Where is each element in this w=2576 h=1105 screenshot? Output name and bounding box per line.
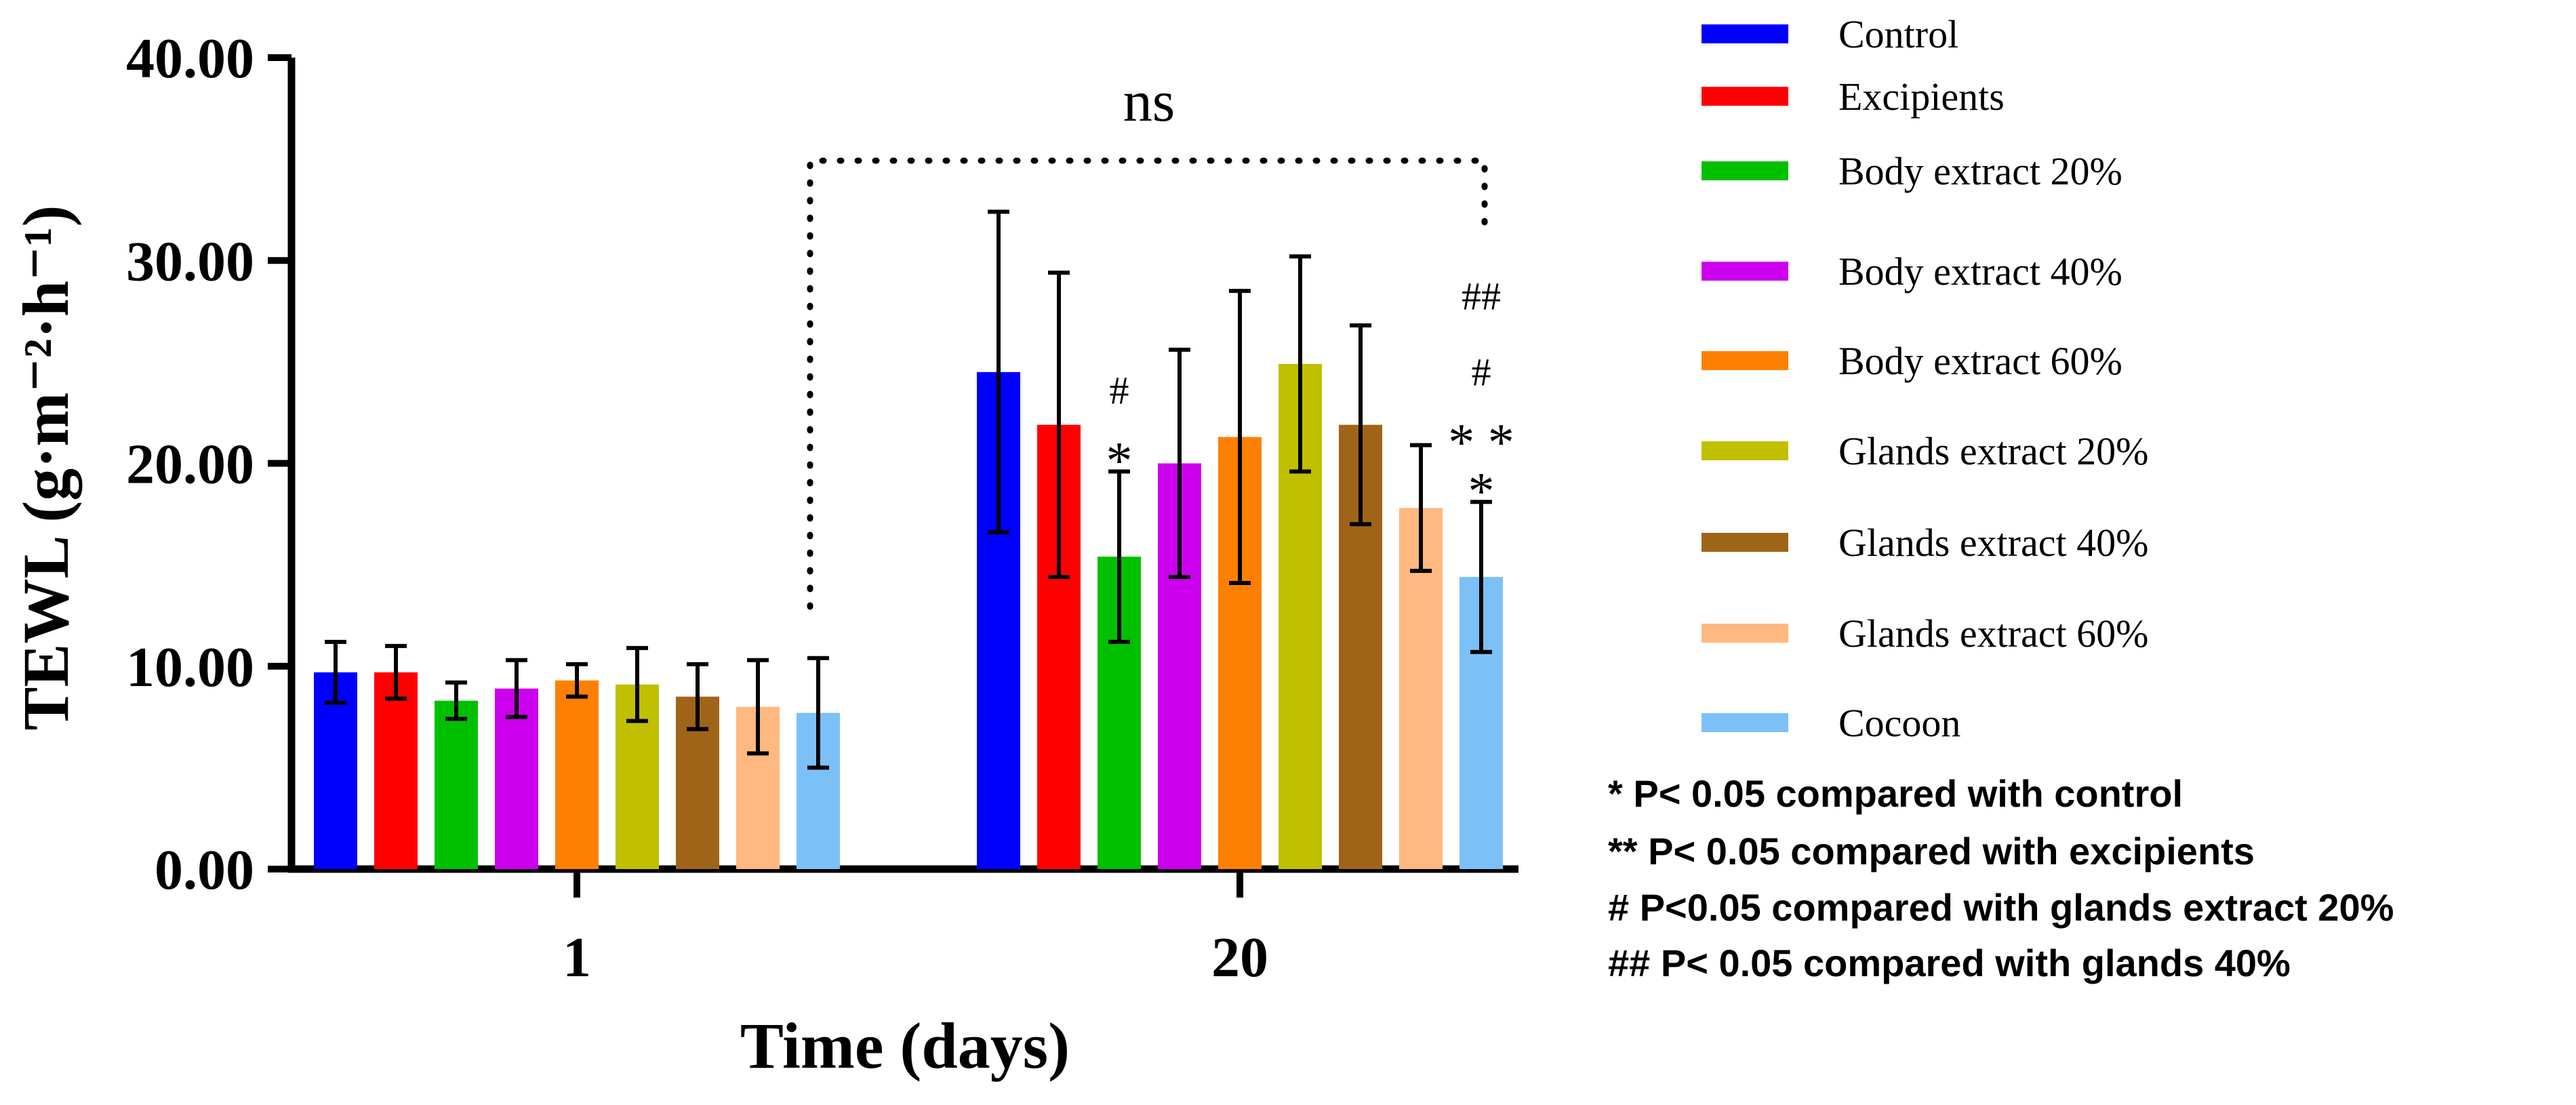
legend-label: Glands extract 40% [1838, 521, 2148, 565]
bar [314, 672, 357, 869]
y-tick-label: 20.00 [126, 433, 254, 496]
legend-label: Excipients [1838, 75, 2005, 119]
bars [314, 209, 1503, 869]
significance-marker: * [1468, 461, 1495, 520]
footnote: ** P< 0.05 compared with excipients [1608, 830, 2255, 872]
y-tick-label: 30.00 [126, 230, 254, 293]
legend-swatch [1702, 624, 1788, 643]
legend-label: Cocoon [1838, 701, 1960, 745]
footnotes: * P< 0.05 compared with control ** P< 0.0… [1608, 772, 2394, 984]
y-tick-label: 10.00 [126, 636, 254, 699]
legend-swatch [1702, 262, 1788, 281]
footnote: # P<0.05 compared with glands extract 20… [1608, 886, 2394, 929]
significance-marker: ## [1462, 274, 1501, 318]
significance-marker: * [1106, 430, 1133, 489]
y-ticks: 0.00 10.00 20.00 30.00 40.00 [126, 27, 291, 902]
x-ticks: 1 20 [563, 869, 1268, 989]
legend-swatch [1702, 87, 1788, 106]
significance-annotations: ns *#** *### [807, 68, 1514, 610]
legend: Control Excipients Body extract 20% Body ex… [1702, 12, 2148, 745]
legend-label: Body extract 60% [1838, 339, 2122, 383]
legend-swatch [1702, 24, 1788, 43]
significance-marker: # [1110, 368, 1129, 412]
x-tick-label: 20 [1211, 926, 1268, 989]
x-tick-label: 1 [563, 926, 591, 989]
significance-marker: # [1472, 350, 1491, 394]
legend-swatch [1702, 533, 1788, 552]
ns-bracket [807, 157, 1488, 610]
footnote: * P< 0.05 compared with control [1608, 772, 2183, 815]
legend-label: Control [1838, 12, 1958, 56]
legend-label: Glands extract 60% [1838, 611, 2148, 656]
legend-swatch [1702, 713, 1788, 732]
ns-label: ns [1123, 68, 1175, 134]
y-tick-label: 0.00 [155, 839, 254, 902]
legend-label: Glands extract 20% [1838, 429, 2148, 473]
bar [435, 700, 478, 869]
bar [374, 672, 418, 869]
footnote: ## P< 0.05 compared with glands 40% [1608, 942, 2291, 984]
y-axis-title: TEWL (g·m⁻²·h⁻¹) [9, 205, 82, 730]
bar [555, 680, 599, 869]
legend-swatch [1702, 161, 1788, 180]
legend-label: Body extract 20% [1838, 149, 2122, 193]
legend-swatch [1702, 351, 1788, 370]
significance-marker: * * [1448, 412, 1514, 471]
legend-swatch [1702, 441, 1788, 460]
x-axis-title: Time (days) [740, 1009, 1070, 1082]
legend-label: Body extract 40% [1838, 249, 2122, 294]
y-tick-label: 40.00 [126, 27, 254, 90]
